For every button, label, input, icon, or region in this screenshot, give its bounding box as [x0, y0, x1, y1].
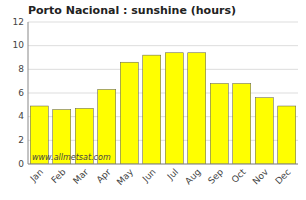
grid-line: [28, 22, 298, 23]
bars: [30, 53, 296, 164]
x-tick-label: Oct: [230, 167, 248, 185]
y-tick-label: 4: [18, 111, 24, 121]
x-tick-label: Jul: [165, 167, 180, 182]
chart-svg: 0 2 4 6 8 10 12 JanFebMar AprMayJun JulAugSep OctN…: [0, 0, 306, 200]
bar: [120, 62, 138, 164]
x-tick-label: Mar: [71, 167, 90, 186]
bar: [255, 98, 273, 164]
x-tick-label: Aug: [183, 167, 203, 187]
x-axis-line: [28, 164, 298, 165]
y-tick-label: 2: [18, 135, 24, 145]
y-tick-label: 8: [18, 64, 24, 74]
bar: [278, 106, 296, 164]
bar: [233, 84, 251, 164]
chart: 0 2 4 6 8 10 12 JanFebMar AprMayJun JulAugSep OctN…: [0, 0, 306, 200]
grid-line: [28, 45, 298, 46]
grid-line: [28, 164, 298, 165]
grid-line: [28, 93, 298, 94]
grid-line: [28, 69, 298, 70]
y-tick-label: 12: [13, 17, 24, 27]
x-tick-label: Dec: [273, 167, 292, 186]
bar: [143, 55, 161, 164]
x-tick-label: Sep: [206, 167, 225, 186]
bar: [210, 84, 228, 164]
x-tick-label: Jun: [140, 167, 158, 185]
y-axis-line: [28, 22, 29, 164]
x-tick-label: Feb: [49, 167, 68, 186]
x-tick-label: Jan: [28, 167, 46, 185]
bar: [165, 53, 183, 164]
x-tick-label: Apr: [95, 167, 113, 185]
watermark: www.allmetsat.com: [32, 153, 111, 162]
y-tick-label: 10: [13, 40, 25, 50]
x-tick-label: Nov: [251, 166, 271, 186]
title: Porto Nacional : sunshine (hours): [28, 4, 236, 17]
y-tick-label: 6: [18, 88, 24, 98]
x-tick-label: May: [115, 166, 136, 187]
bar: [188, 53, 206, 164]
y-tick-label: 0: [18, 159, 24, 169]
